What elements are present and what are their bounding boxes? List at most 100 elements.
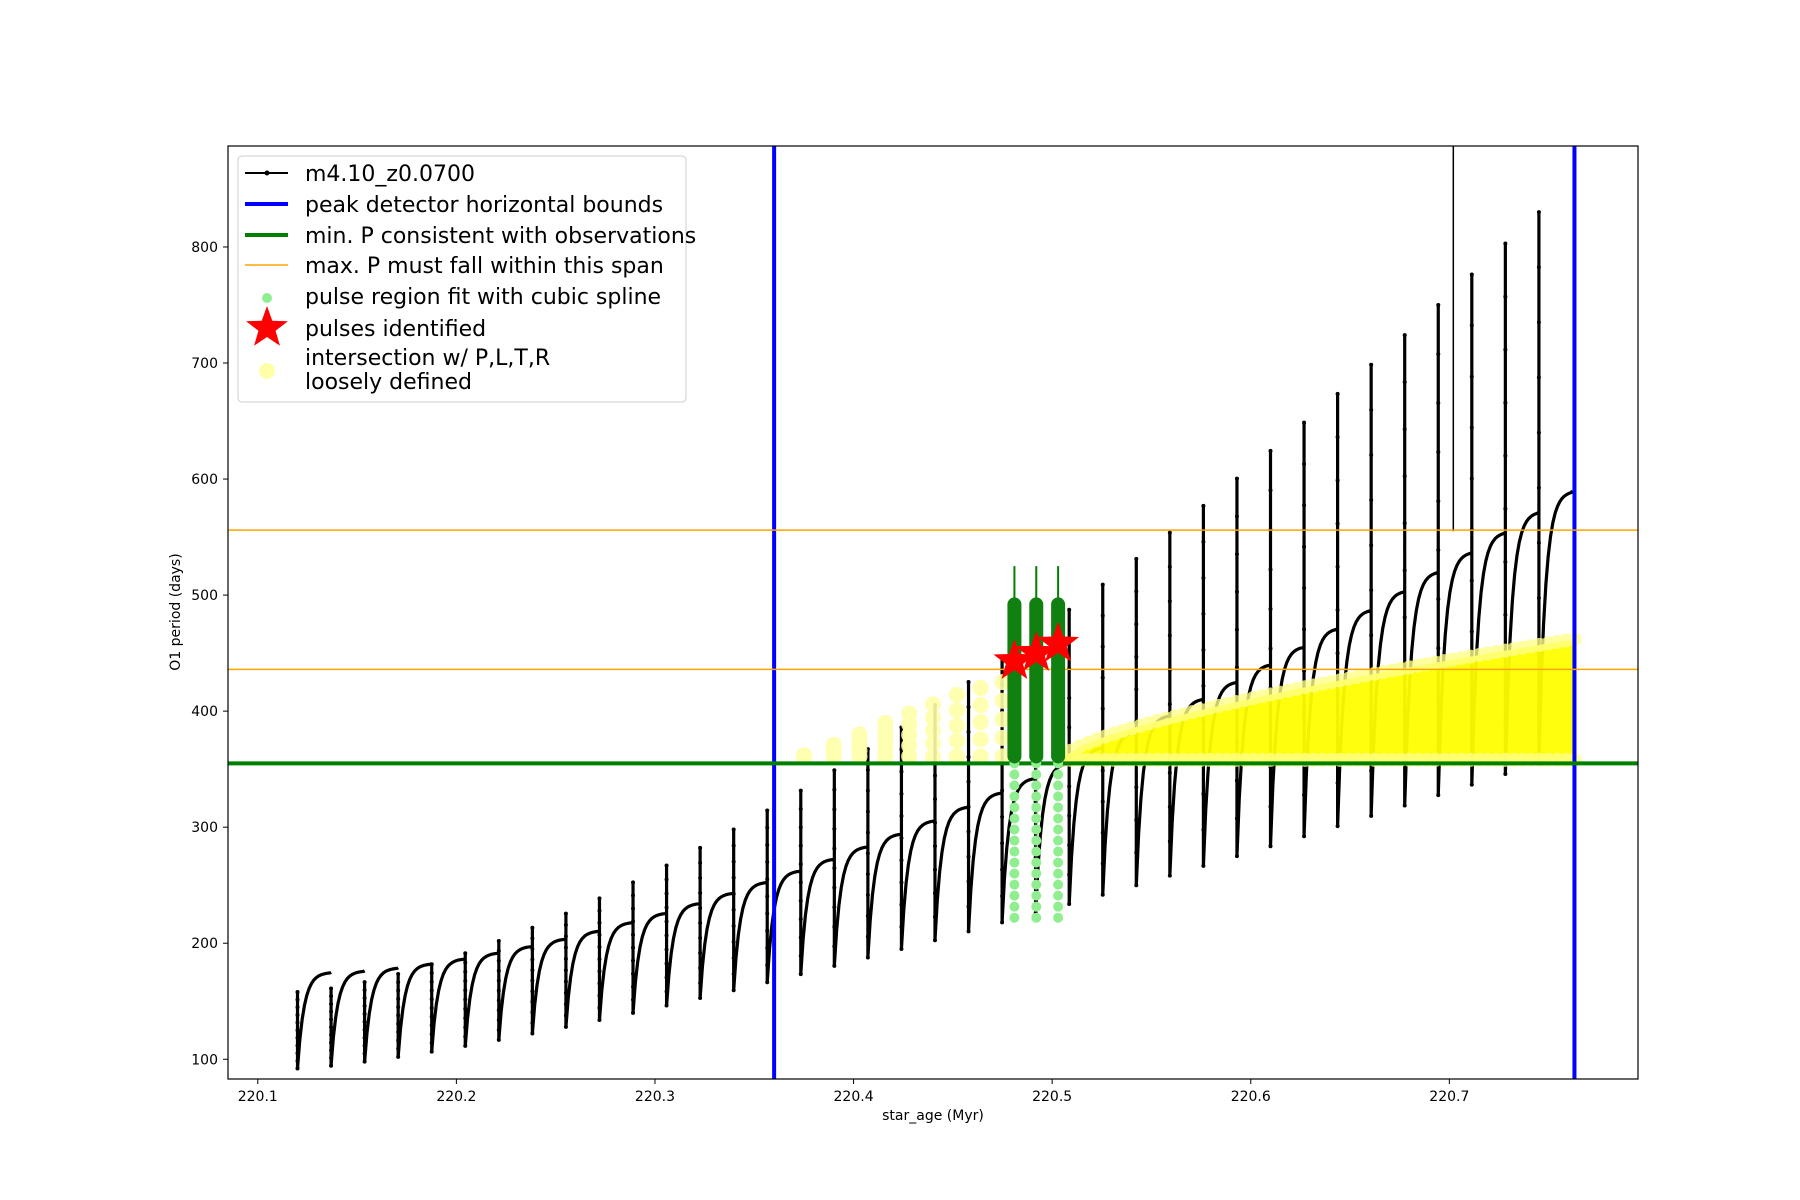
intersection-point — [925, 748, 941, 765]
intersection-point — [972, 679, 989, 696]
x-tick-label: 220.1 — [238, 1089, 278, 1105]
spline-point — [1009, 802, 1020, 813]
y-axis-title: O1 period (days) — [168, 553, 184, 670]
spline-point — [1053, 868, 1064, 879]
y-axis: 100 200 300 400 500 600 700 800 — [191, 240, 228, 1068]
x-axis: 220.1 220.2 220.3 220.4 220.5 220.6 220.7 — [238, 1079, 1469, 1105]
intersection-early-points — [795, 674, 1011, 765]
spline-point — [1053, 879, 1064, 890]
spline-point — [1009, 813, 1020, 824]
intersection-point — [948, 717, 965, 734]
spline-point — [1031, 835, 1042, 846]
legend-label: m4.10_z0.0700 — [305, 162, 475, 187]
x-tick-label: 220.5 — [1032, 1089, 1072, 1105]
spline-point — [1031, 780, 1042, 791]
pulse-column — [1029, 597, 1044, 764]
x-tick-label: 220.3 — [635, 1089, 675, 1105]
intersection-point — [994, 748, 1011, 765]
spline-point — [1031, 802, 1042, 813]
intersection-point — [948, 702, 965, 719]
spline-point — [1031, 857, 1042, 868]
intersection-point — [948, 748, 965, 765]
spline-point — [1009, 879, 1020, 890]
intersection-point — [877, 714, 894, 731]
legend-label: pulses identified — [305, 317, 486, 342]
intersection-point — [825, 736, 842, 753]
spline-point — [1009, 912, 1020, 923]
pulse-column — [1007, 597, 1022, 764]
x-tick-label: 220.7 — [1429, 1089, 1469, 1105]
y-tick-label: 600 — [191, 472, 218, 488]
intersection-point — [972, 697, 989, 714]
spline-point — [1031, 791, 1042, 802]
spline-point — [1031, 879, 1042, 890]
spline-point — [1053, 824, 1064, 835]
spline-point — [1009, 824, 1020, 835]
y-tick-label: 100 — [191, 1052, 218, 1068]
legend-swatch-dot — [264, 170, 270, 176]
intersection-point — [994, 692, 1011, 709]
intersection-point — [925, 709, 941, 726]
spline-point — [1031, 769, 1042, 780]
y-tick-label: 300 — [191, 820, 218, 836]
legend-swatch — [259, 363, 275, 379]
spline-point — [1053, 791, 1064, 802]
intersection-point — [972, 748, 989, 765]
intersection-point — [851, 726, 868, 743]
legend-label: peak detector horizontal bounds — [305, 193, 663, 218]
x-tick-label: 220.2 — [436, 1089, 476, 1105]
spline-point — [1009, 835, 1020, 846]
y-tick-label: 800 — [191, 240, 218, 256]
pulse-star — [993, 639, 1036, 680]
legend-label: pulse region fit with cubic spline — [305, 285, 661, 310]
spline-point — [1053, 780, 1064, 791]
spline-point — [1053, 802, 1064, 813]
spline-point — [1009, 846, 1020, 857]
spline-point — [1053, 835, 1064, 846]
spline-point — [1009, 868, 1020, 879]
intersection-band — [1062, 639, 1575, 764]
spline-point — [1053, 769, 1064, 780]
legend-label-line2: loosely defined — [305, 370, 472, 395]
intersection-point — [925, 696, 941, 713]
intersection-point — [994, 674, 1011, 691]
legend-label: intersection w/ P,L,T,R — [305, 346, 550, 371]
spline-point — [1031, 912, 1042, 923]
spline-fit-points — [1009, 758, 1064, 923]
spline-point — [1053, 813, 1064, 824]
spline-point — [1009, 857, 1020, 868]
intersection-point — [972, 731, 989, 748]
legend-frame — [237, 155, 687, 403]
y-tick-label: 500 — [191, 588, 218, 604]
spline-point — [1031, 901, 1042, 912]
plot-area — [228, 146, 1638, 1079]
x-tick-label: 220.4 — [834, 1089, 874, 1105]
spline-point — [1009, 791, 1020, 802]
intersection-point — [948, 733, 965, 750]
spline-point — [1031, 813, 1042, 824]
intersection-point — [925, 722, 941, 739]
intersection-point — [925, 735, 941, 752]
spline-point — [1053, 846, 1064, 857]
intersection-point — [901, 705, 918, 722]
spline-point — [1031, 846, 1042, 857]
legend-label: max. P must fall within this span — [305, 254, 664, 279]
pulse-star — [1015, 631, 1058, 671]
spline-point — [1053, 912, 1064, 923]
intersection-point — [994, 711, 1011, 728]
y-tick-label: 400 — [191, 704, 218, 720]
intersection-point — [972, 714, 989, 731]
spline-point — [1031, 868, 1042, 879]
spline-point — [1009, 890, 1020, 901]
legend-label: min. P consistent with observations — [305, 224, 696, 249]
spline-point — [1031, 890, 1042, 901]
spline-point — [1053, 857, 1064, 868]
spline-point — [1009, 780, 1020, 791]
spline-point — [1031, 824, 1042, 835]
pulse-star — [1037, 621, 1080, 662]
axes-frame — [227, 145, 1639, 1080]
spline-point — [1009, 769, 1020, 780]
spline-point — [1009, 901, 1020, 912]
